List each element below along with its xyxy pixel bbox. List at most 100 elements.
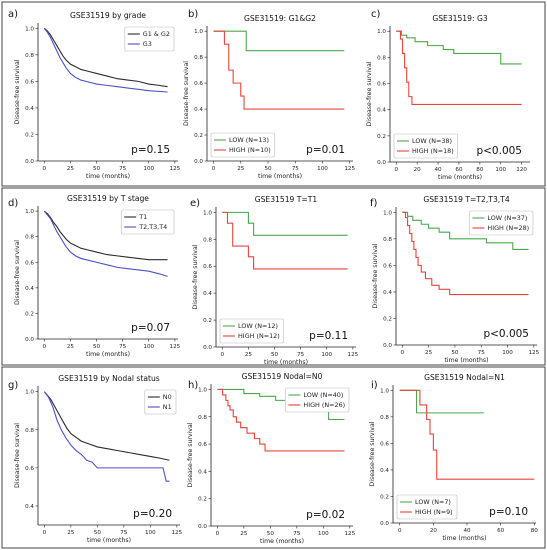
series-line-green: [399, 389, 484, 414]
x-tick-label: 0: [401, 350, 405, 356]
legend-label: HIGH (N=28): [487, 224, 529, 232]
legend-label: G1 & G2: [143, 30, 170, 38]
series-line-green: [396, 30, 522, 65]
frame-middle-row: [1, 187, 546, 366]
panels: 0 25 50 75 100 125 0.0 0.2 0.4 0.6 0.8 1.0 time (mon…: [8, 9, 540, 545]
panel-letter: b): [188, 9, 198, 20]
y-tick-label: 1.0: [25, 390, 34, 396]
y-tick-label: 1.0: [25, 209, 34, 215]
y-tick-label: 0.8: [25, 235, 34, 241]
x-axis-title: time (months): [86, 351, 130, 358]
legend-label: LOW (N=7): [415, 498, 451, 506]
series-line-black: [43, 27, 168, 88]
y-tick-label: 0.6: [383, 263, 392, 269]
series-line-blue: [43, 210, 168, 277]
p-value: p<0.005: [476, 145, 522, 157]
x-tick-label: 100: [495, 167, 506, 173]
x-axis-title: time (months): [444, 357, 488, 364]
x-tick-label: 100: [502, 350, 513, 356]
y-axis-title: Disease-free survival: [372, 243, 379, 308]
x-tick-label: 25: [67, 166, 75, 172]
series-line-red: [399, 389, 535, 480]
series-line-red: [222, 211, 348, 270]
series-line-red: [396, 30, 522, 106]
series-line-red: [213, 30, 345, 110]
x-tick-label: 0: [212, 166, 216, 172]
panel-letter: g): [8, 380, 18, 391]
legend: LOW (N=40) HIGH (N=26): [285, 387, 350, 413]
x-tick-label: 25: [67, 344, 75, 350]
y-axis-title: Disease-free survival: [183, 61, 190, 126]
y-tick-label: 1.0: [194, 29, 203, 35]
x-tick-label: 75: [119, 344, 127, 350]
frame-bottom-row: [1, 366, 546, 549]
y-tick-label: 0.6: [198, 442, 207, 448]
y-tick-label: 0.2: [383, 316, 392, 322]
y-tick-label: 0.0: [25, 159, 34, 165]
legend-box: [393, 133, 458, 159]
y-tick-label: 0.4: [198, 469, 207, 475]
y-tick-label: 0.6: [25, 466, 34, 472]
series-line-green: [213, 30, 345, 52]
panel-title: GSE31519 Nodal=N1: [424, 373, 505, 382]
x-axis-title: time (months): [87, 537, 131, 544]
panel-e: 0 25 50 75 100 125 0.0 0.2 0.4 0.6 0.8 1.0 time (mon…: [190, 195, 359, 366]
frame-top-row: [1, 1, 546, 187]
x-axis-title: time (months): [260, 538, 304, 545]
p-value: p=0.15: [131, 144, 170, 156]
y-axis-title: Disease-free survival: [369, 421, 376, 486]
panel-title: GSE31519: G3: [432, 14, 488, 23]
y-tick-label: 0.4: [377, 108, 386, 114]
y-tick-label: 1.0: [203, 210, 212, 216]
y-tick-label: 0.6: [25, 260, 34, 266]
x-axis-title: time (months): [442, 535, 486, 542]
series-line-black: [43, 391, 170, 461]
y-tick-label: 0.8: [198, 415, 207, 421]
y-tick-label: 0.2: [380, 494, 389, 500]
x-tick-label: 25: [425, 350, 433, 356]
y-axis-title: Disease-free survival: [14, 423, 21, 488]
y-tick-label: 0.0: [377, 160, 386, 166]
legend: LOW (N=7) HIGH (N=9): [396, 494, 458, 520]
x-tick-label: 100: [143, 344, 154, 350]
legend-label: G3: [143, 40, 152, 48]
x-tick-label: 0: [42, 166, 46, 172]
y-tick-label: 0.8: [383, 237, 392, 243]
x-tick-label: 20: [414, 167, 422, 173]
y-tick-label: 1.0: [383, 210, 392, 216]
x-tick-label: 0: [398, 528, 402, 534]
x-tick-label: 25: [67, 530, 75, 536]
x-tick-label: 100: [143, 166, 154, 172]
panel-b: 0 25 50 75 100 125 0.0 0.2 0.4 0.6 0.8 1.0 time (mon…: [183, 9, 356, 180]
x-tick-label: 40: [463, 528, 471, 534]
legend-box: [144, 389, 177, 415]
y-tick-label: 0.0: [198, 524, 207, 530]
panel-letter: f): [370, 198, 378, 209]
panel-letter: c): [371, 9, 380, 20]
series-line-black: [43, 210, 168, 261]
x-tick-label: 40: [434, 167, 442, 173]
p-value: p=0.01: [306, 144, 345, 156]
y-tick-label: 0.0: [380, 521, 389, 527]
series-line-red: [217, 388, 345, 452]
panel-title: GSE31519 Nodal=N0: [242, 372, 323, 381]
x-tick-label: 125: [171, 530, 182, 536]
panel-letter: h): [188, 380, 198, 391]
legend-label: LOW (N=13): [229, 136, 269, 144]
x-tick-label: 0: [42, 344, 46, 350]
p-value: p=0.02: [306, 509, 345, 521]
legend-box: [469, 210, 534, 236]
legend-label: LOW (N=37): [487, 214, 527, 222]
x-tick-label: 125: [344, 531, 355, 537]
y-tick-label: 0.2: [203, 318, 212, 324]
x-axis-title: time (months): [258, 173, 302, 180]
y-tick-label: 0.6: [203, 264, 212, 270]
series-line-blue: [43, 391, 170, 482]
x-axis-title: time (months): [438, 174, 482, 181]
y-tick-label: 0.2: [25, 132, 34, 138]
panel-title: GSE31519 by grade: [70, 11, 146, 20]
y-tick-label: 0.6: [194, 81, 203, 87]
legend-label: N1: [163, 403, 172, 411]
